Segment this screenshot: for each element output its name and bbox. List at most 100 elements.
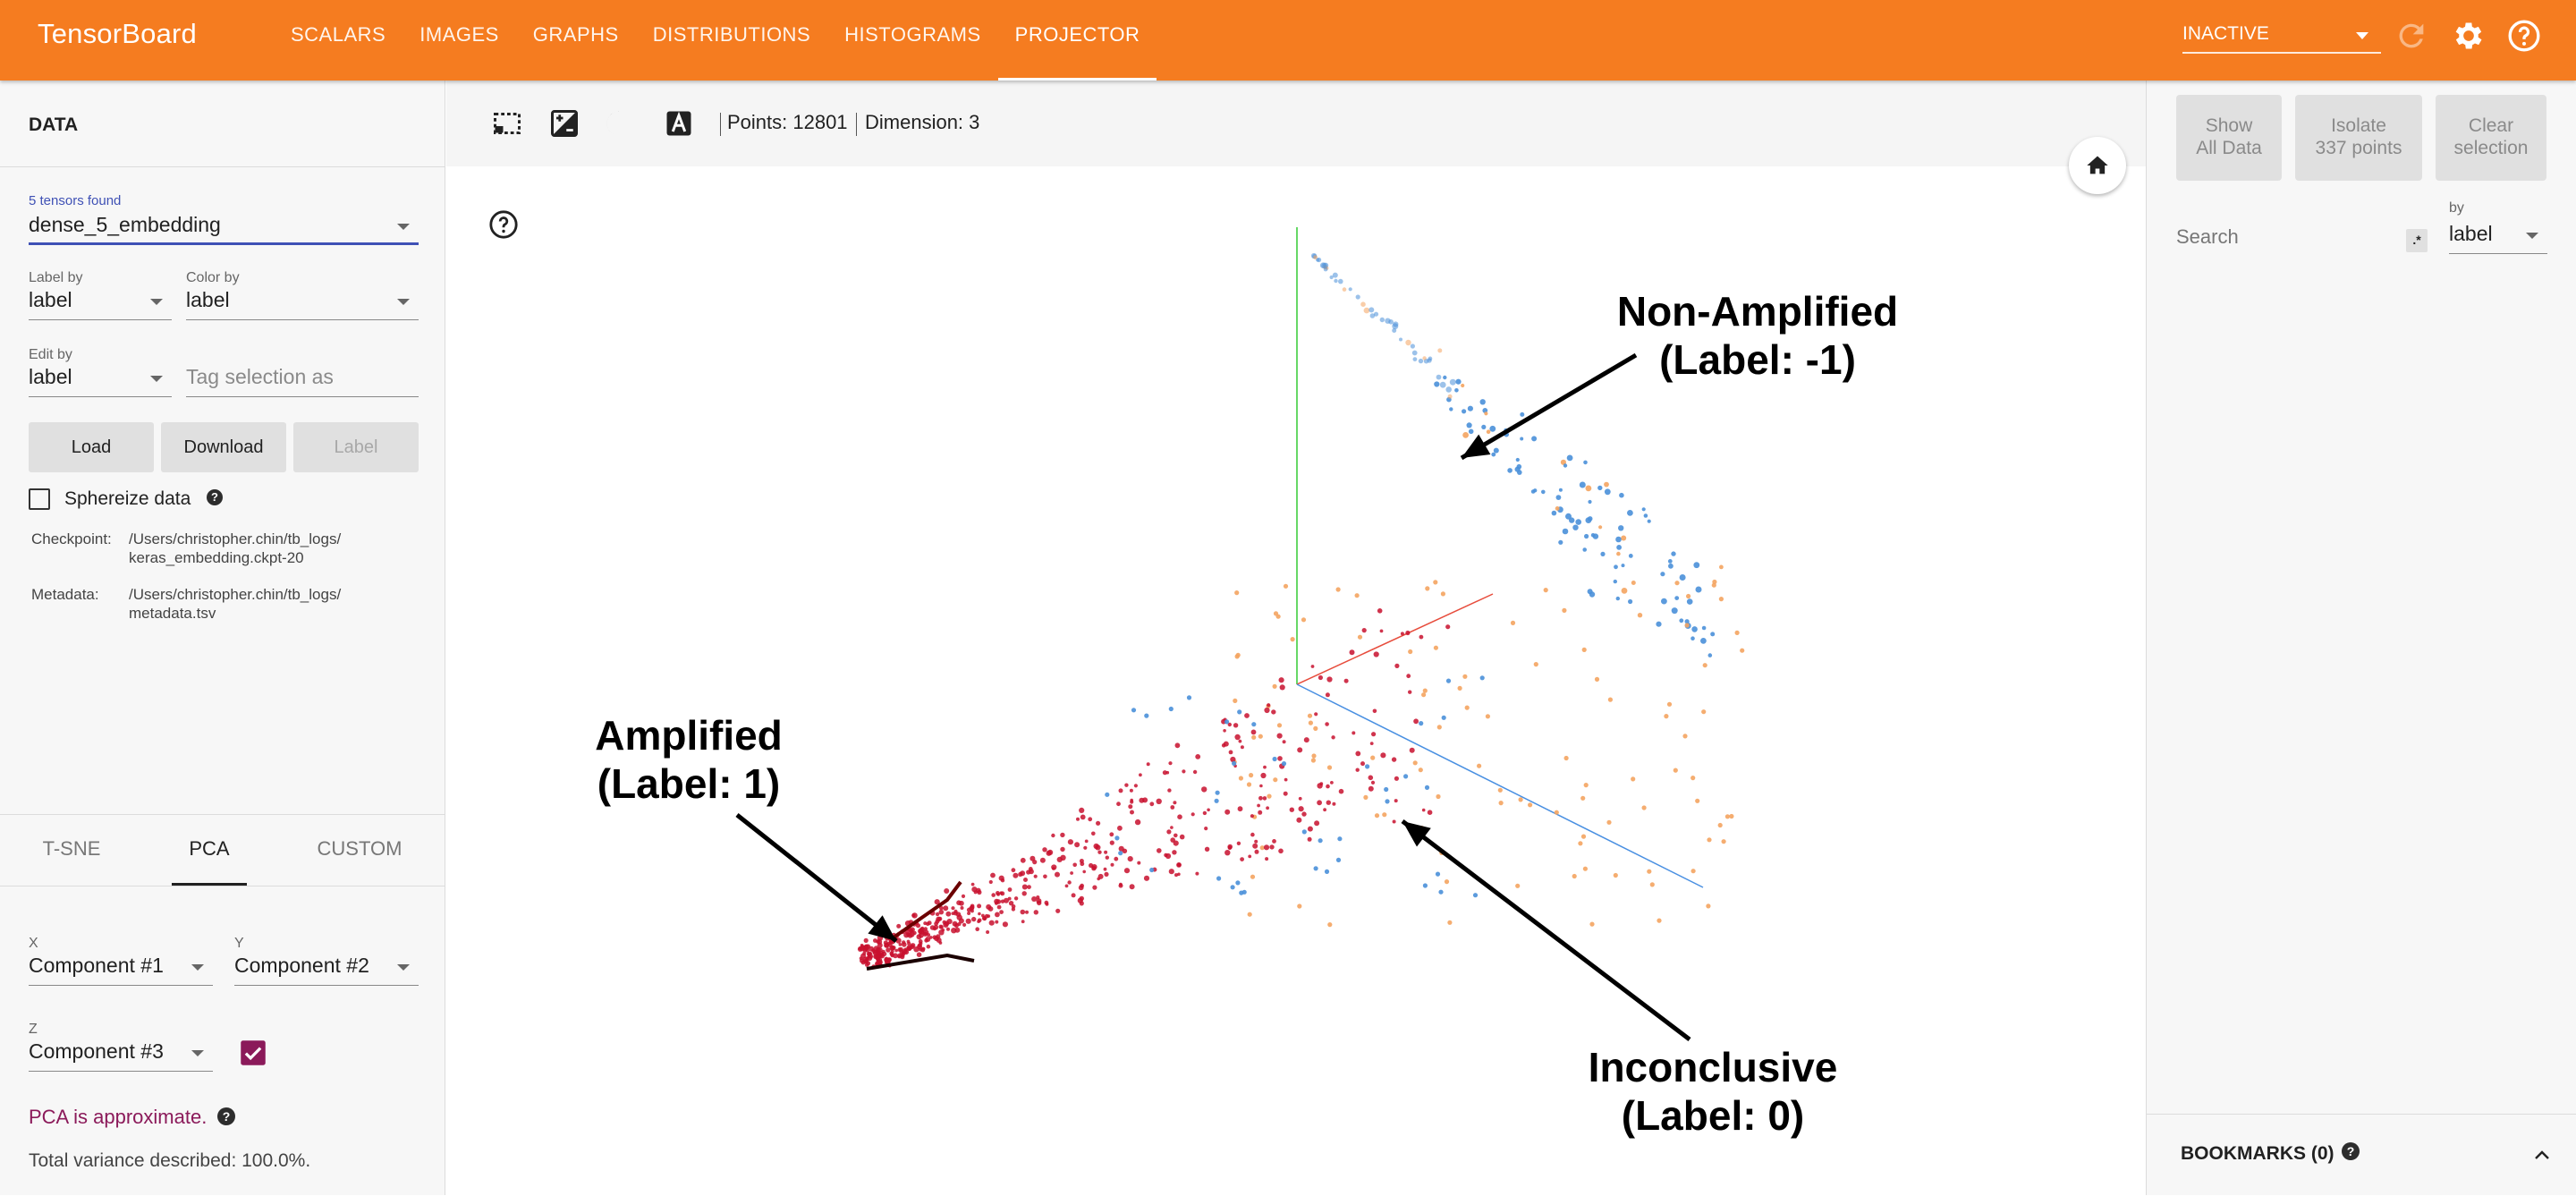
non-amplified-point bbox=[1588, 499, 1592, 505]
search-by-select[interactable]: label bbox=[2449, 216, 2547, 254]
app-title[interactable]: TensorBoard bbox=[38, 18, 197, 49]
help-icon[interactable] bbox=[488, 209, 519, 240]
tab-distributions[interactable]: DISTRIBUTIONS bbox=[652, 23, 811, 46]
inconclusive-point bbox=[1563, 755, 1569, 761]
amplified-point bbox=[1134, 819, 1141, 826]
regex-toggle-icon[interactable]: .* bbox=[2406, 229, 2428, 252]
show-all-data-button[interactable]: Show All Data bbox=[2176, 95, 2282, 181]
amplified-point bbox=[1277, 756, 1283, 761]
non-amplified-point bbox=[1621, 588, 1628, 594]
amplified-point bbox=[929, 925, 936, 930]
chevron-up-icon[interactable] bbox=[2531, 1145, 2553, 1166]
help-icon[interactable]: ? bbox=[2342, 1142, 2360, 1160]
non-amplified-point bbox=[1584, 533, 1589, 539]
divider bbox=[720, 113, 721, 136]
tab-scalars[interactable]: SCALARS bbox=[291, 23, 386, 46]
amplified-point bbox=[970, 903, 975, 909]
amplified-point bbox=[1008, 901, 1014, 906]
z-component-select[interactable]: Component #3 bbox=[29, 1034, 213, 1072]
edit-by-select[interactable]: label bbox=[29, 360, 172, 397]
amplified-point bbox=[1254, 849, 1259, 854]
amplified-point bbox=[1011, 904, 1016, 909]
inconclusive-point bbox=[1234, 590, 1240, 596]
non-amplified-point bbox=[1388, 319, 1394, 325]
amplified-point bbox=[1032, 860, 1038, 865]
non-amplified-point bbox=[1516, 463, 1522, 470]
inconclusive-point bbox=[1498, 801, 1504, 806]
non-amplified-point bbox=[1621, 535, 1627, 541]
tab-projector[interactable]: PROJECTOR bbox=[997, 0, 1157, 81]
tab-graphs[interactable]: GRAPHS bbox=[532, 23, 619, 46]
tab-tsne[interactable]: T-SNE bbox=[42, 837, 101, 860]
amplified-point bbox=[1204, 846, 1210, 852]
text-labels-icon[interactable] bbox=[663, 107, 695, 140]
tensors-found-label: 5 tensors found bbox=[29, 193, 122, 208]
inconclusive-point bbox=[1251, 734, 1257, 740]
x-component-select[interactable]: Component #1 bbox=[29, 948, 213, 986]
amplified-point bbox=[977, 903, 982, 909]
sphereize-checkbox[interactable] bbox=[29, 488, 50, 510]
inconclusive-point bbox=[1433, 645, 1438, 650]
amplified-point bbox=[1116, 802, 1121, 807]
amplified-point bbox=[1097, 877, 1100, 881]
moon-icon[interactable] bbox=[606, 107, 638, 140]
night-mode-exposure-icon[interactable] bbox=[548, 107, 580, 140]
inconclusive-point bbox=[1311, 753, 1317, 759]
non-amplified-point bbox=[1418, 358, 1424, 364]
amplified-point bbox=[1166, 829, 1172, 835]
inconclusive-point bbox=[1706, 903, 1711, 909]
search-input[interactable]: Search bbox=[2176, 225, 2239, 248]
bookmarks-panel[interactable]: BOOKMARKS (0) ? bbox=[2147, 1114, 2576, 1196]
inconclusive-point bbox=[1580, 834, 1587, 839]
inconclusive-point bbox=[1701, 709, 1707, 715]
tab-pca[interactable]: PCA bbox=[172, 812, 247, 886]
select-region-icon[interactable] bbox=[491, 107, 523, 140]
non-amplified-point bbox=[1462, 432, 1469, 438]
inconclusive-point bbox=[1682, 734, 1688, 739]
chevron-down-icon bbox=[150, 376, 163, 382]
amplified-point bbox=[1088, 817, 1093, 822]
embedding-scatter-plot[interactable] bbox=[446, 166, 2146, 1195]
label-button[interactable]: Label bbox=[293, 422, 419, 472]
y-component-select[interactable]: Component #2 bbox=[234, 948, 419, 986]
inconclusive-point bbox=[1272, 683, 1277, 689]
help-icon[interactable]: ? bbox=[217, 1107, 235, 1125]
inconclusive-point bbox=[1267, 793, 1272, 799]
label-by-select[interactable]: label bbox=[29, 283, 172, 320]
amplified-point bbox=[1070, 871, 1073, 875]
non-amplified-point bbox=[1348, 287, 1352, 292]
amplified-point bbox=[1051, 833, 1055, 838]
amplified-point bbox=[935, 912, 940, 917]
clear-selection-button[interactable]: Clear selection bbox=[2436, 95, 2546, 181]
amplified-point bbox=[986, 903, 992, 910]
non-amplified-point bbox=[1214, 798, 1219, 803]
reset-view-button[interactable] bbox=[2069, 137, 2126, 194]
run-status-dropdown[interactable]: INACTIVE bbox=[2182, 20, 2381, 54]
data-section-title: DATA bbox=[29, 115, 79, 135]
gear-icon[interactable] bbox=[2451, 18, 2487, 54]
tab-histograms[interactable]: HISTOGRAMS bbox=[844, 23, 981, 46]
non-amplified-point bbox=[1368, 307, 1375, 313]
load-button[interactable]: Load bbox=[29, 422, 154, 472]
tab-images[interactable]: IMAGES bbox=[419, 23, 499, 46]
color-by-select[interactable]: label bbox=[186, 283, 419, 320]
help-icon[interactable]: ? bbox=[207, 489, 223, 505]
refresh-icon[interactable] bbox=[2394, 18, 2429, 54]
z-enabled-checkbox[interactable] bbox=[240, 1039, 267, 1066]
isolate-points-button[interactable]: Isolate 337 points bbox=[2295, 95, 2422, 181]
help-icon[interactable] bbox=[2506, 18, 2542, 54]
amplified-point bbox=[1128, 804, 1133, 810]
inconclusive-point bbox=[1690, 776, 1696, 781]
inconclusive-point bbox=[1457, 685, 1462, 691]
non-amplified-point bbox=[1684, 619, 1690, 624]
non-amplified-point bbox=[1410, 344, 1415, 349]
tensor-select[interactable]: dense_5_embedding bbox=[29, 208, 419, 245]
download-button[interactable]: Download bbox=[161, 422, 286, 472]
tab-custom[interactable]: CUSTOM bbox=[317, 837, 402, 860]
divider bbox=[0, 166, 445, 167]
non-amplified-point bbox=[1224, 719, 1230, 725]
amplified-point bbox=[1051, 864, 1057, 870]
inconclusive-point bbox=[1259, 845, 1265, 851]
inconclusive-point bbox=[1327, 922, 1333, 928]
tag-selection-input[interactable]: Tag selection as bbox=[186, 360, 419, 397]
